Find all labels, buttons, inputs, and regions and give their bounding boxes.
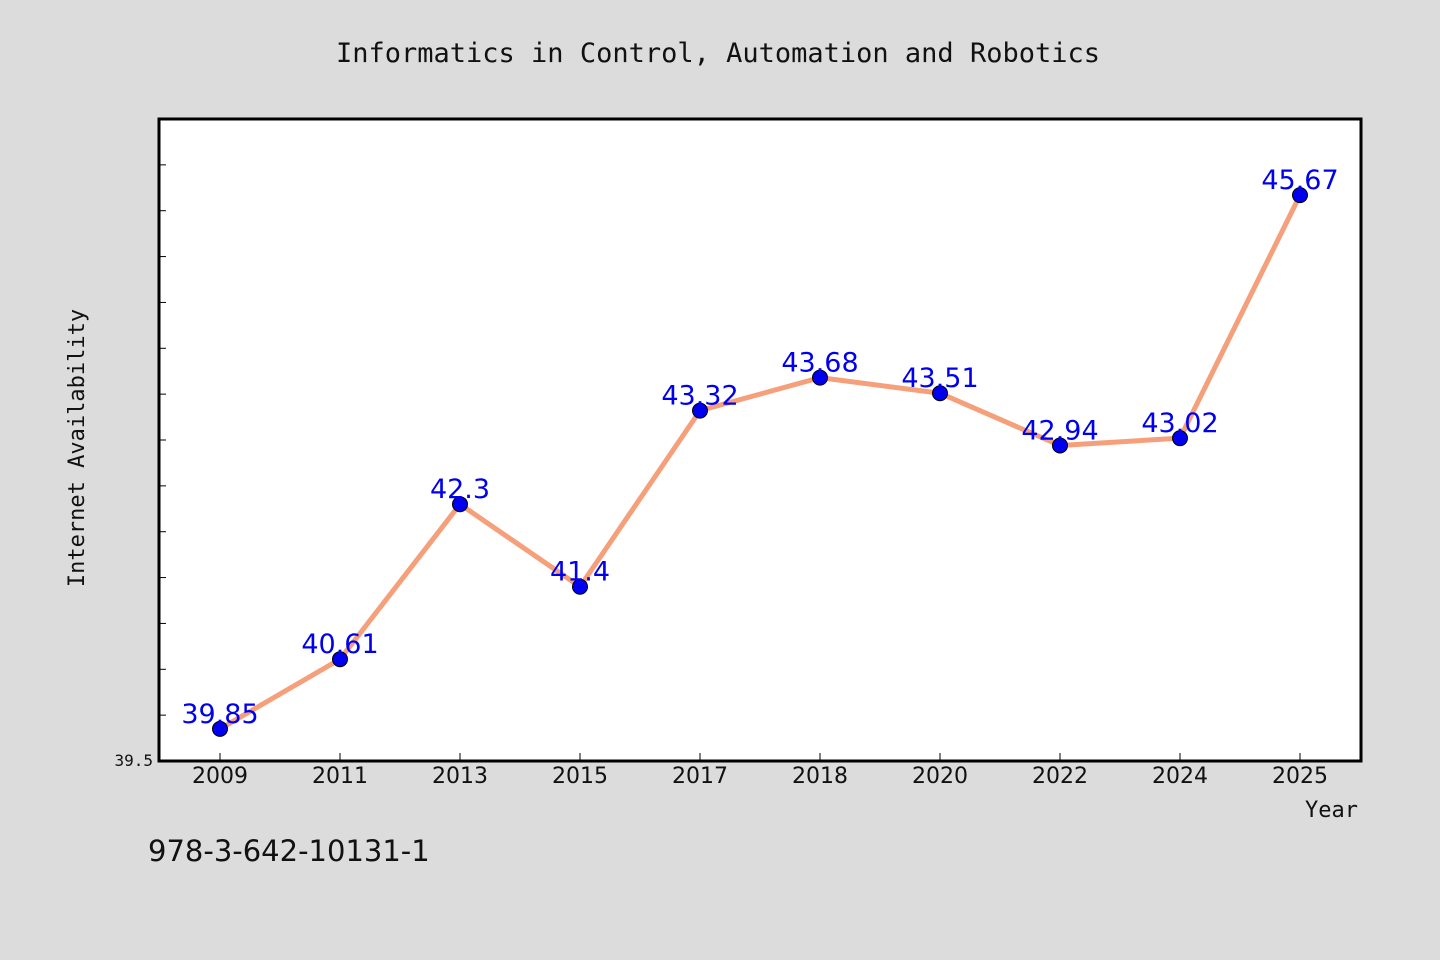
data-label: 45.67 <box>1261 165 1338 196</box>
x-axis-label: Year <box>1305 798 1358 823</box>
data-point <box>932 385 948 402</box>
data-point <box>212 720 228 737</box>
isbn-footnote: 978-3-642-10131-1 <box>148 834 430 868</box>
x-tick-label: 2015 <box>552 764 608 789</box>
data-label: 42.3 <box>430 474 490 505</box>
data-label: 43.68 <box>781 348 858 379</box>
x-tick-label: 2011 <box>312 764 368 789</box>
data-point <box>572 578 588 595</box>
data-point <box>1052 437 1068 454</box>
x-tick-label: 2009 <box>192 764 248 789</box>
data-label: 43.02 <box>1141 408 1218 439</box>
data-label: 42.94 <box>1021 416 1098 447</box>
x-tick-label: 2022 <box>1032 764 1088 789</box>
data-label: 39.85 <box>181 699 258 730</box>
data-point <box>692 402 708 419</box>
x-tick-label: 2017 <box>672 764 728 789</box>
data-point <box>452 496 468 513</box>
series-layer: 39.85 40.61 42.3 41.4 43.32 43.68 43.51 42.94 43… <box>181 165 1339 737</box>
data-point <box>1292 187 1308 204</box>
data-label: 40.61 <box>301 629 378 660</box>
chart-title: Informatics in Control, Automation and R… <box>336 38 1100 69</box>
x-tick-label: 2025 <box>1272 764 1328 789</box>
y-tick-label: 39.5 <box>114 751 153 770</box>
x-tick-label: 2020 <box>912 764 968 789</box>
data-point <box>332 651 348 668</box>
y-axis-ticks: 39.5 <box>114 118 166 770</box>
data-point <box>812 369 828 386</box>
series-line <box>217 192 1303 732</box>
x-tick-label: 2013 <box>432 764 488 789</box>
x-axis-ticks: 2009 2011 2013 2015 2017 2018 2020 2022 2024 2025 <box>192 753 1328 789</box>
data-label: 43.51 <box>901 363 978 394</box>
x-tick-label: 2024 <box>1152 764 1208 789</box>
data-point <box>1172 430 1188 447</box>
data-label: 43.32 <box>661 381 738 412</box>
y-axis-label: Internet Availability <box>65 309 90 587</box>
x-tick-label: 2018 <box>792 764 848 789</box>
data-label: 41.4 <box>550 557 610 588</box>
